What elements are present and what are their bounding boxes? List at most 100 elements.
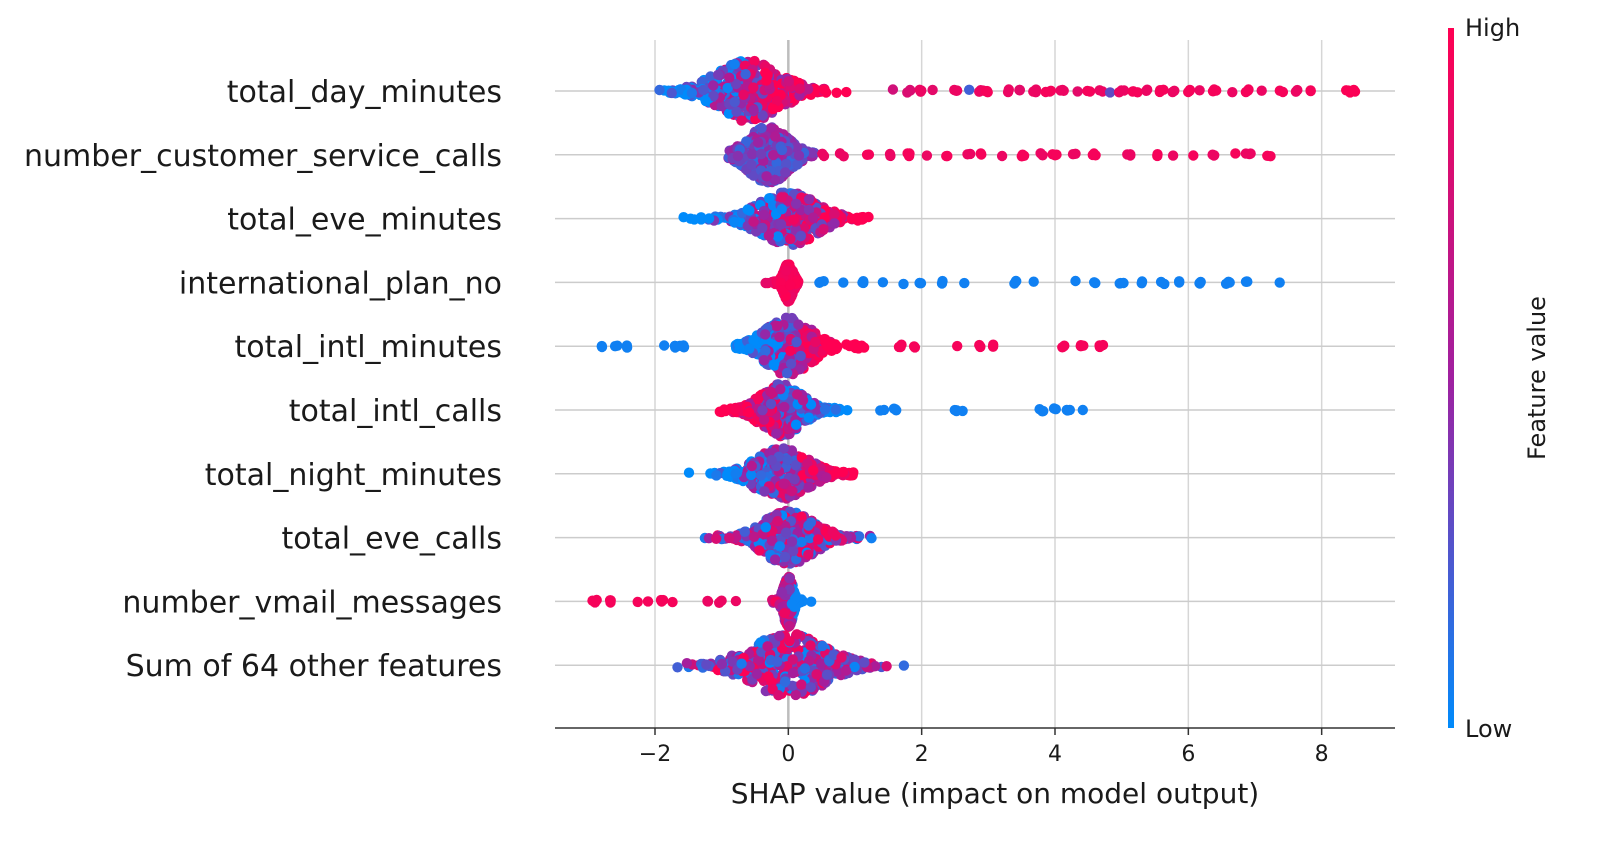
data-point (783, 76, 794, 87)
data-point (741, 136, 752, 147)
data-point (830, 404, 841, 415)
data-point (776, 204, 787, 215)
data-point (768, 200, 779, 211)
data-point (803, 520, 814, 531)
x-axis: SHAP value (impact on model output) −2 0 2… (555, 727, 1395, 810)
data-point (1113, 87, 1125, 98)
data-point (787, 667, 799, 679)
x-tick-label: −2 (639, 742, 671, 767)
data-point (772, 656, 783, 667)
data-point (1061, 404, 1073, 416)
data-point (1211, 85, 1222, 96)
data-point (857, 277, 868, 288)
data-point (784, 620, 795, 632)
data-point (791, 336, 802, 348)
data-point (686, 87, 698, 99)
data-point (803, 412, 815, 423)
data-point (914, 277, 925, 289)
data-point (728, 216, 740, 228)
data-point (757, 110, 768, 121)
data-point (1044, 86, 1055, 97)
data-point (819, 404, 831, 415)
feature-label: total_day_minutes (227, 75, 502, 110)
data-point (794, 83, 805, 94)
data-point (1125, 150, 1136, 161)
data-point (763, 671, 774, 682)
data-point (895, 341, 906, 353)
data-point (898, 660, 910, 671)
data-point (780, 167, 791, 178)
data-point (1132, 87, 1143, 98)
data-point (840, 665, 852, 676)
feature-label: total_night_minutes (205, 458, 502, 493)
data-point (1104, 87, 1116, 98)
data-point (758, 355, 770, 366)
data-point (708, 90, 719, 102)
data-point (765, 398, 777, 410)
data-point (1118, 277, 1129, 289)
data-point (885, 150, 896, 162)
x-tick-label: 8 (1315, 742, 1329, 767)
data-point (1277, 86, 1289, 98)
data-point (748, 105, 759, 116)
data-point (757, 222, 768, 234)
feature-label: total_intl_minutes (235, 330, 502, 365)
data-point (842, 405, 853, 416)
data-point (857, 213, 869, 225)
data-point (716, 658, 728, 670)
data-point (760, 522, 771, 533)
data-point (803, 549, 814, 560)
colorbar-title: Feature value (1523, 296, 1551, 460)
data-point (773, 690, 784, 701)
data-point (766, 455, 777, 466)
data-point (632, 596, 643, 608)
colorbar-high-label: High (1465, 14, 1520, 42)
x-tick-label: 6 (1181, 742, 1195, 767)
colorbar-gradient (1448, 28, 1454, 728)
data-point (1305, 85, 1316, 96)
data-point (927, 84, 938, 96)
data-point (683, 467, 695, 478)
data-point (796, 679, 807, 690)
data-point (914, 84, 925, 96)
data-point (821, 472, 832, 483)
data-point (1070, 275, 1081, 287)
data-point (751, 668, 763, 680)
data-point (765, 123, 776, 134)
data-point (681, 658, 693, 669)
data-point (1183, 86, 1194, 98)
data-point (1274, 277, 1285, 288)
data-point (811, 669, 822, 680)
data-point (1030, 87, 1042, 98)
data-point (790, 198, 802, 209)
data-point (776, 587, 788, 598)
data-point (760, 277, 771, 289)
data-point (846, 213, 857, 224)
data-point (797, 395, 809, 406)
data-points (587, 55, 1361, 701)
data-point (805, 682, 816, 693)
data-point (1094, 341, 1106, 353)
data-point (853, 343, 864, 354)
data-point (780, 158, 792, 170)
data-point (784, 573, 795, 584)
data-point (831, 87, 842, 99)
data-point (898, 278, 909, 290)
data-point (779, 551, 791, 563)
data-point (1262, 150, 1273, 161)
data-point (698, 84, 709, 96)
data-point (642, 596, 654, 607)
data-point (747, 149, 758, 160)
data-point (805, 640, 816, 651)
data-point (711, 470, 722, 481)
data-point (1240, 86, 1252, 98)
data-point (791, 142, 803, 153)
data-point (780, 265, 792, 276)
data-point (729, 96, 740, 108)
data-point (775, 384, 786, 395)
feature-label: total_eve_minutes (227, 203, 502, 238)
data-point (815, 276, 826, 288)
data-point (793, 150, 805, 161)
data-point (743, 407, 755, 418)
data-point (817, 640, 828, 652)
